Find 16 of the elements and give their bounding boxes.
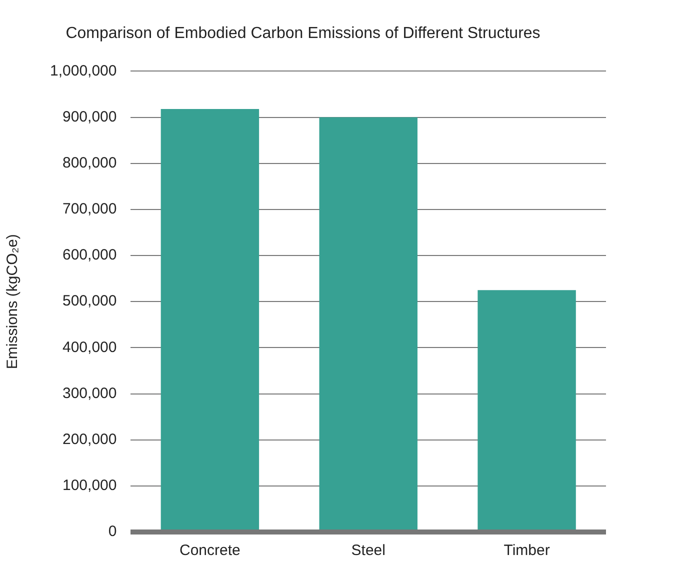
y-axis-title: Emissions (kgCO₂e) <box>4 234 22 370</box>
chart-title: Comparison of Embodied Carbon Emissions of Different Structures <box>66 25 540 42</box>
y-tick-label: 300,000 <box>62 384 117 402</box>
x-tick-label: Steel <box>351 542 386 560</box>
y-tick-label: 700,000 <box>62 200 117 218</box>
x-tick-label: Timber <box>504 542 550 560</box>
y-tick-label: 900,000 <box>62 108 117 126</box>
y-tick-label: 0 <box>108 523 117 540</box>
y-tick-label: 100,000 <box>62 477 117 494</box>
y-tick-label: 1,000,000 <box>50 62 117 80</box>
x-tick-label: Concrete <box>180 542 240 560</box>
y-tick-label: 500,000 <box>62 292 117 310</box>
y-tick-label: 800,000 <box>62 154 117 172</box>
y-tick-label: 600,000 <box>62 246 117 264</box>
y-tick-label: 400,000 <box>62 338 117 356</box>
y-tick-label: 200,000 <box>62 430 117 448</box>
